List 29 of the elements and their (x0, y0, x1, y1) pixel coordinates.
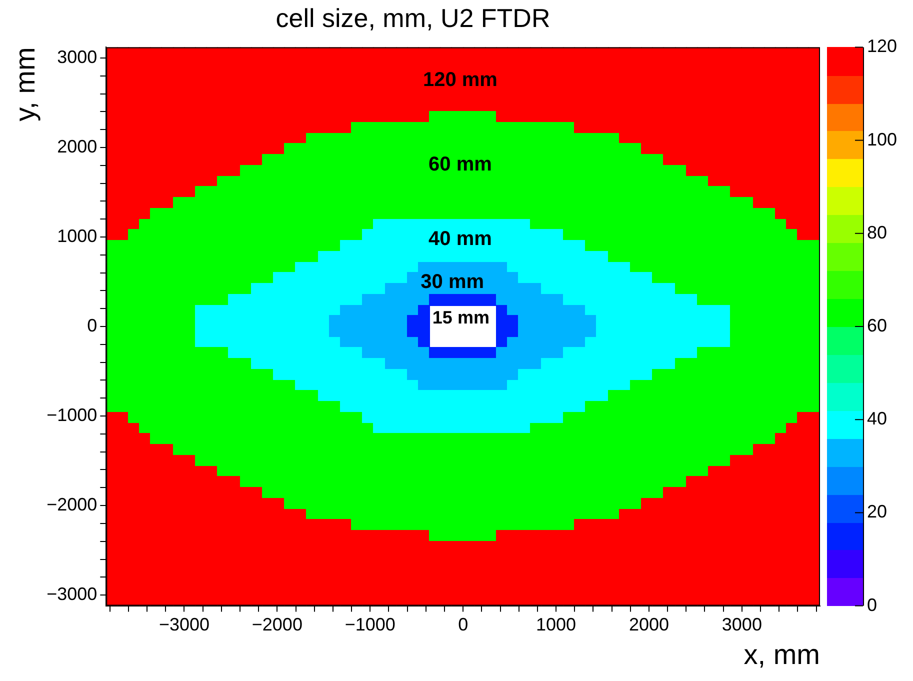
color-bar-label: 120 (867, 36, 898, 56)
color-bar-label: 20 (867, 502, 888, 522)
y-tick-label: 2000 (57, 136, 98, 156)
y-tick-label: −3000 (46, 584, 98, 604)
annotation: 60 mm (428, 154, 492, 176)
x-tick-label: 3000 (722, 614, 762, 635)
y-tick-label: 1000 (57, 226, 98, 246)
color-bar-label: 80 (867, 222, 888, 242)
annotation: 15 mm (432, 308, 490, 328)
color-bar-label: 0 (867, 594, 878, 615)
y-tick-label: 0 (87, 315, 98, 336)
y-axis-title: y, mm (10, 47, 41, 122)
color-bar-label: 100 (867, 129, 898, 150)
annotation: 30 mm (420, 270, 484, 293)
x-tick-label: 2000 (628, 614, 669, 635)
color-bar-label: 60 (867, 315, 888, 336)
chart-title: cell size, mm, U2 FTDR (276, 2, 550, 33)
annotation: 40 mm (428, 228, 492, 250)
x-tick-label: 0 (458, 614, 468, 635)
x-axis-title: x, mm (744, 638, 820, 670)
annotation: 120 mm (422, 69, 498, 92)
color-bar-label: 40 (867, 408, 888, 429)
y-tick-label: −1000 (46, 404, 98, 425)
x-tick-label: −1000 (344, 614, 396, 635)
y-tick-label: −2000 (46, 494, 98, 515)
x-tick-label: −2000 (252, 614, 302, 635)
y-tick-label: 3000 (57, 46, 98, 67)
x-tick-label: 1000 (536, 614, 576, 635)
x-tick-label: −3000 (158, 614, 210, 635)
